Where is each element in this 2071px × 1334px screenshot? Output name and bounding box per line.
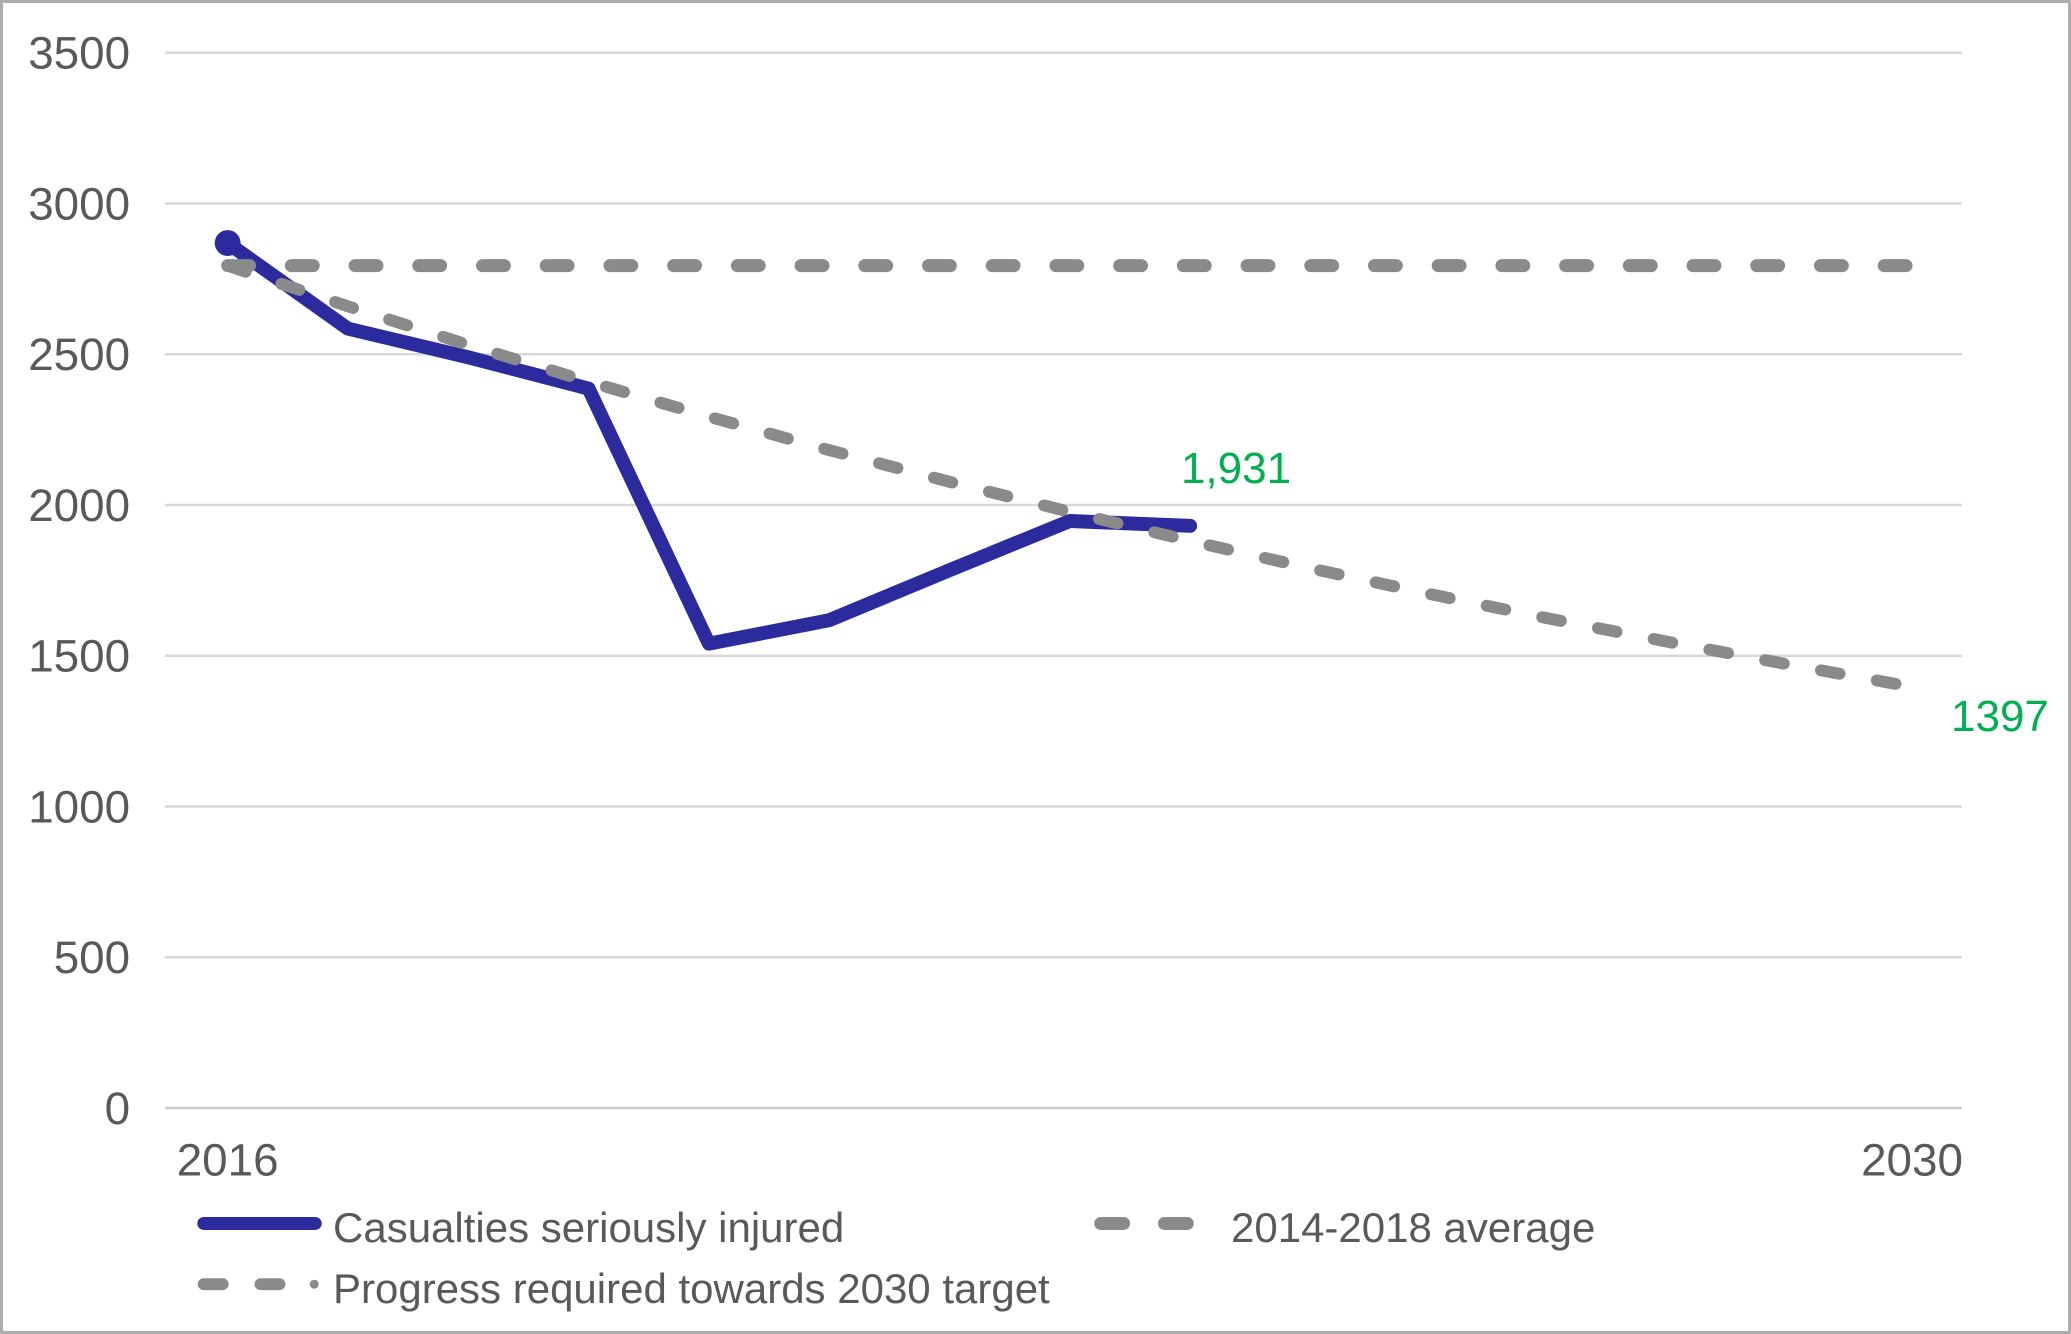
legend-label-2014-2018-average: 2014-2018 average	[1231, 1204, 1596, 1252]
x-axis-tick-2016: 2016	[177, 1135, 279, 1186]
y-axis-tick-1000: 1000	[28, 781, 130, 832]
y-axis-tick-1500: 1500	[28, 631, 130, 682]
data-label-2030-target: 1397	[1951, 692, 2049, 741]
y-axis-tick-500: 500	[54, 932, 130, 983]
legend-label-progress-required: Progress required towards 2030 target	[333, 1265, 1050, 1313]
y-axis-tick-3500: 3500	[28, 28, 130, 79]
x-axis-tick-2030: 2030	[1861, 1135, 1963, 1186]
y-axis-tick-2000: 2000	[28, 480, 130, 531]
legend-label-casualties-seriously-injured: Casualties seriously injured	[333, 1204, 845, 1252]
y-axis-tick-0: 0	[105, 1083, 130, 1134]
y-axis-tick-3000: 3000	[28, 178, 130, 229]
series-first-point-marker	[214, 230, 241, 256]
series-line-0	[220, 236, 1198, 651]
series-line-2	[221, 259, 1919, 693]
y-axis-tick-2500: 2500	[28, 329, 130, 380]
line-chart: 3500 3000 2500 2000 1500 1000 500 0 2016 2030	[28, 28, 1963, 1291]
data-label-latest-casualties: 1,931	[1180, 444, 1292, 493]
legend-swatch-progress-dot	[309, 1279, 319, 1289]
